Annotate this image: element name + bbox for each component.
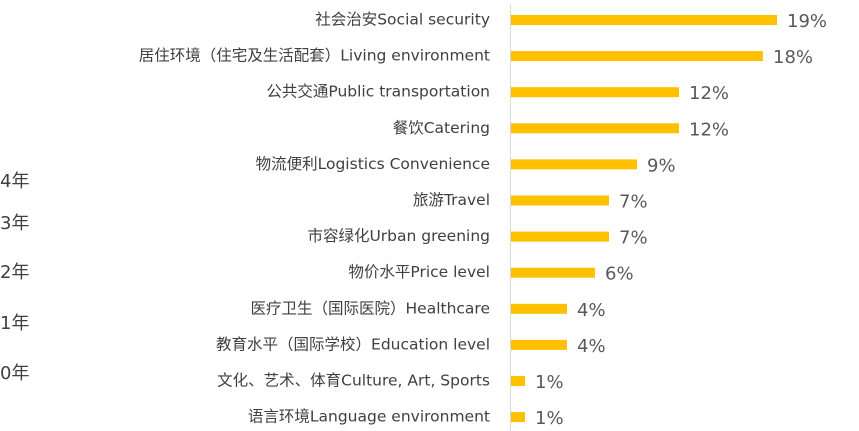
bar [511,195,609,206]
bar [511,123,679,134]
value-label: 6% [605,264,634,285]
bar [511,267,595,278]
value-label: 9% [647,155,676,176]
category-label: 文化、艺术、体育Culture, Art, Sports [217,372,490,390]
bar [511,231,609,242]
bar [511,87,679,98]
category-label: 社会治安Social security [315,11,490,29]
category-label: 语言环境Language environment [248,407,490,426]
category-label: 公共交通Public transportation [266,83,490,101]
bar [511,412,525,423]
category-label: 医疗卫生（国际医院）Healthcare [251,298,491,317]
side-label: 3年 [0,213,29,234]
side-label: 4年 [0,171,29,192]
side-label: 0年 [0,363,29,384]
side-label: 1年 [0,313,29,334]
bar [511,339,567,350]
bar [511,303,567,314]
value-label: 7% [619,228,648,249]
value-label: 19% [787,11,827,32]
category-label: 物流便利Logistics Convenience [256,155,490,173]
value-label: 1% [535,408,564,429]
bar [511,15,777,25]
value-label: 1% [535,372,564,393]
category-label: 居住环境（住宅及生活配套）Living environment [139,46,490,65]
category-label: 教育水平（国际学校）Education level [216,335,490,353]
category-label: 市容绿化Urban greening [307,227,490,245]
value-label: 4% [577,336,606,357]
bar [511,159,637,170]
bar [511,51,763,62]
category-label: 旅游Travel [413,191,490,209]
category-label: 物价水平Price level [348,263,490,281]
category-label: 餐饮Catering [393,119,490,137]
side-label: 2年 [0,262,29,283]
value-label: 12% [689,83,729,104]
value-label: 4% [577,300,606,321]
value-label: 18% [773,47,813,68]
value-label: 7% [619,192,648,213]
value-label: 12% [689,119,729,140]
bar [511,376,525,386]
